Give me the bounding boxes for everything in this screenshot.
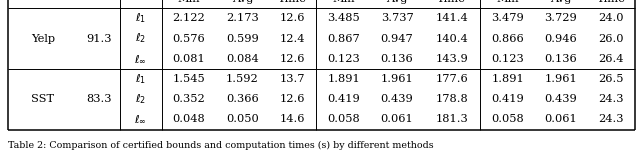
Text: 0.058: 0.058 [328, 114, 360, 125]
Text: Time: Time [437, 0, 466, 4]
Text: $\ell_\infty$: $\ell_\infty$ [134, 114, 147, 125]
Text: 12.6: 12.6 [280, 94, 305, 104]
Text: 0.599: 0.599 [226, 33, 259, 44]
Text: 0.576: 0.576 [173, 33, 205, 44]
Text: 24.3: 24.3 [598, 94, 623, 104]
Text: 0.439: 0.439 [545, 94, 577, 104]
Text: 0.081: 0.081 [173, 54, 205, 64]
Text: 0.048: 0.048 [173, 114, 205, 125]
Text: 177.6: 177.6 [435, 74, 468, 84]
Text: 3.479: 3.479 [492, 13, 524, 23]
Text: 181.3: 181.3 [435, 114, 468, 125]
Text: 0.867: 0.867 [328, 33, 360, 44]
Text: 0.366: 0.366 [226, 94, 259, 104]
Text: 0.439: 0.439 [381, 94, 413, 104]
Text: 0.946: 0.946 [545, 33, 577, 44]
Text: 141.4: 141.4 [435, 13, 468, 23]
Text: 1.592: 1.592 [226, 74, 259, 84]
Text: 140.4: 140.4 [435, 33, 468, 44]
Text: 1.891: 1.891 [328, 74, 360, 84]
Text: 83.3: 83.3 [86, 94, 111, 104]
Text: 91.3: 91.3 [86, 33, 111, 44]
Text: 26.0: 26.0 [598, 33, 623, 44]
Text: 0.352: 0.352 [173, 94, 205, 104]
Text: 0.061: 0.061 [545, 114, 577, 125]
Text: 0.061: 0.061 [381, 114, 413, 125]
Text: 3.729: 3.729 [545, 13, 577, 23]
Text: Table 2: Comparison of certified bounds and computation times (s) by different m: Table 2: Comparison of certified bounds … [8, 141, 433, 150]
Text: 1.961: 1.961 [381, 74, 413, 84]
Text: 2.122: 2.122 [173, 13, 205, 23]
Text: 178.8: 178.8 [435, 94, 468, 104]
Text: $\ell_2$: $\ell_2$ [135, 32, 147, 46]
Text: Time: Time [278, 0, 307, 4]
Text: 3.737: 3.737 [381, 13, 413, 23]
Text: Min: Min [178, 0, 200, 4]
Text: 12.6: 12.6 [280, 54, 305, 64]
Text: 12.6: 12.6 [280, 13, 305, 23]
Text: Min: Min [496, 0, 519, 4]
Text: 2.173: 2.173 [226, 13, 259, 23]
Text: Time: Time [596, 0, 625, 4]
Text: 0.419: 0.419 [328, 94, 360, 104]
Text: 0.866: 0.866 [492, 33, 524, 44]
Text: Avg: Avg [232, 0, 253, 4]
Text: Avg: Avg [387, 0, 408, 4]
Text: SST: SST [31, 94, 54, 104]
Text: 13.7: 13.7 [280, 74, 305, 84]
Text: 0.947: 0.947 [381, 33, 413, 44]
Text: 0.084: 0.084 [226, 54, 259, 64]
Text: $\ell_\infty$: $\ell_\infty$ [134, 53, 147, 65]
Text: 24.0: 24.0 [598, 13, 623, 23]
Text: 3.485: 3.485 [328, 13, 360, 23]
Text: 0.123: 0.123 [328, 54, 360, 64]
Text: 12.4: 12.4 [280, 33, 305, 44]
Text: 1.961: 1.961 [545, 74, 577, 84]
Text: 0.136: 0.136 [381, 54, 413, 64]
Text: 24.3: 24.3 [598, 114, 623, 125]
Text: 143.9: 143.9 [435, 54, 468, 64]
Text: 1.545: 1.545 [173, 74, 205, 84]
Text: $\ell_1$: $\ell_1$ [135, 72, 147, 86]
Text: $\ell_1$: $\ell_1$ [135, 11, 147, 25]
Text: 26.5: 26.5 [598, 74, 623, 84]
Text: Min: Min [332, 0, 355, 4]
Text: 26.4: 26.4 [598, 54, 623, 64]
Text: 1.891: 1.891 [492, 74, 524, 84]
Text: 0.058: 0.058 [492, 114, 524, 125]
Text: 0.123: 0.123 [492, 54, 524, 64]
Text: $\ell_2$: $\ell_2$ [135, 92, 147, 106]
Text: Yelp: Yelp [31, 33, 55, 44]
Text: 0.050: 0.050 [226, 114, 259, 125]
Text: 0.419: 0.419 [492, 94, 524, 104]
Text: Avg: Avg [550, 0, 572, 4]
Text: 0.136: 0.136 [545, 54, 577, 64]
Text: 14.6: 14.6 [280, 114, 305, 125]
